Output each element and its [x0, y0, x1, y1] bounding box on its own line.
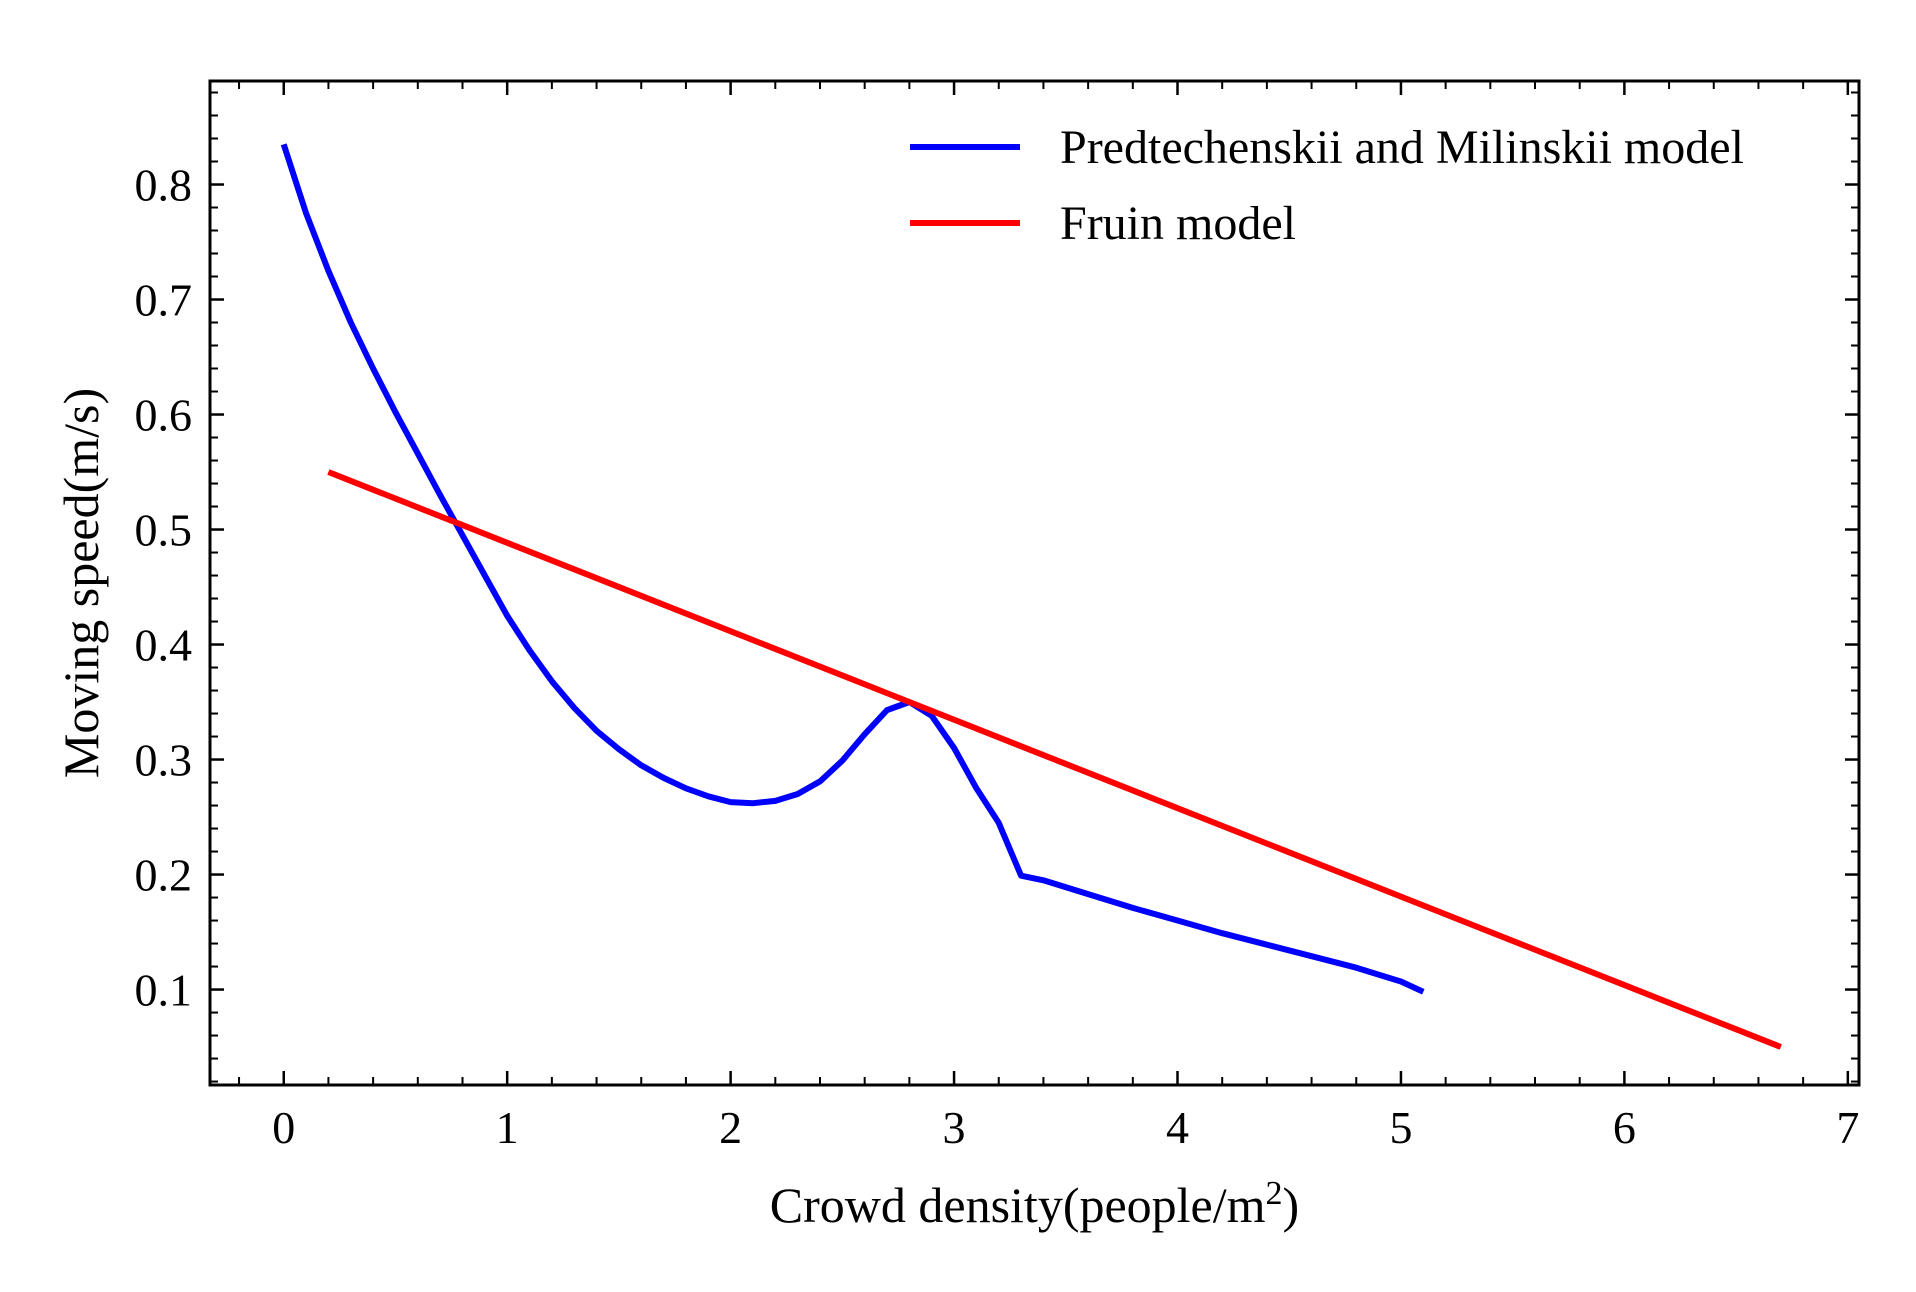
x-tick-label: 7 [1836, 1102, 1859, 1153]
y-tick-label: 0.5 [135, 505, 193, 556]
y-tick-label: 0.7 [135, 275, 193, 326]
x-tick-label: 5 [1389, 1102, 1412, 1153]
series-layer [280, 143, 1782, 1050]
x-tick-label: 4 [1166, 1102, 1189, 1153]
series-line-fruin [327, 469, 1782, 1050]
x-tick-label: 3 [943, 1102, 966, 1153]
x-axis-title-superscript: 2 [1266, 1175, 1283, 1212]
x-tick-label: 2 [719, 1102, 742, 1153]
y-tick-label: 0.4 [135, 620, 193, 671]
x-axis-title: Crowd density(people/m2) [770, 1175, 1299, 1233]
x-axis-title-suffix: ) [1283, 1177, 1300, 1233]
y-tick-label: 0.8 [135, 160, 193, 211]
y-tick-label: 0.1 [135, 965, 193, 1016]
x-tick-label: 0 [272, 1102, 295, 1153]
plot-frame [208, 79, 1861, 1087]
y-axis-title: Moving speed(m/s) [53, 388, 109, 778]
y-tick-label: 0.6 [135, 390, 193, 441]
legend-label: Fruin model [1060, 197, 1296, 250]
series-line-predtechenskii-milinskii [280, 143, 1425, 995]
tick-marks [210, 81, 1859, 1085]
x-tick-label: 6 [1613, 1102, 1636, 1153]
y-tick-label: 0.2 [135, 850, 193, 901]
y-tick-labels: 0.1 0.2 0.3 0.4 0.5 0.6 0.7 0.8 [135, 160, 193, 1016]
y-tick-label: 0.3 [135, 735, 193, 786]
legend-label: Predtechenskii and Milinskii model [1060, 121, 1744, 174]
x-tick-labels: 0 1 2 3 4 5 6 7 [272, 1102, 1859, 1153]
legend: Predtechenskii and Milinskii model Fruin … [910, 121, 1744, 250]
x-tick-label: 1 [496, 1102, 519, 1153]
x-axis-title-main: Crowd density(people/m [770, 1177, 1266, 1233]
